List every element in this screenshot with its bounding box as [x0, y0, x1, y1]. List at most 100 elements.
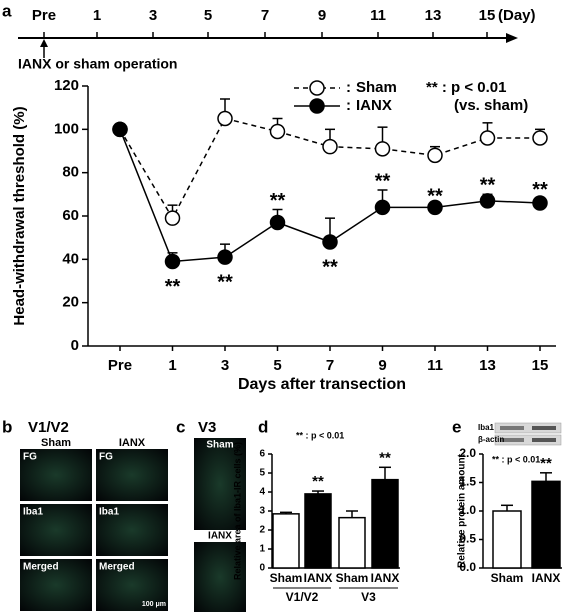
y-tick-label: 80: [62, 164, 79, 181]
row-label: FG: [23, 452, 37, 463]
note: ** : p < 0.01: [492, 454, 540, 464]
y-tick-label: 0: [71, 337, 79, 354]
blot: [494, 422, 562, 434]
blot: [494, 434, 562, 446]
y-tick-label: 60: [62, 207, 79, 224]
marker: [164, 210, 181, 226]
y-tick-label: 1.5: [459, 475, 476, 489]
legend-separator: :: [346, 97, 351, 114]
significance: **: [375, 170, 391, 192]
row-label: Iba1: [23, 507, 43, 518]
micrograph: [194, 438, 246, 530]
timeline-label: 11: [370, 7, 386, 24]
y-tick-label: 100: [54, 120, 79, 137]
timeline-label: 1: [93, 7, 101, 24]
significance: **: [427, 185, 443, 207]
significance: **: [540, 455, 552, 472]
legend-marker: [309, 80, 325, 96]
micrograph: [20, 504, 92, 556]
blot-label: β-actin: [478, 435, 504, 444]
bar: [338, 516, 366, 569]
y-tick-label: 1: [259, 544, 265, 555]
legend-label: Sham: [356, 79, 397, 96]
marker: [532, 130, 548, 146]
legend-marker: [309, 98, 325, 114]
x-tick-label: Sham: [270, 571, 303, 585]
timeline-label: 5: [204, 7, 212, 24]
timeline-label: 13: [425, 7, 442, 24]
y-tick-label: 120: [54, 77, 79, 94]
marker: [374, 141, 391, 157]
panel-label: a: [2, 1, 12, 20]
x-tick-label: 15: [532, 357, 549, 374]
bar: [272, 513, 300, 569]
panel-label: b: [2, 417, 12, 436]
event-arrowhead: [40, 39, 48, 47]
x-tick-label: Pre: [108, 357, 132, 374]
bar: [492, 510, 522, 569]
y-tick-label: 1.0: [459, 503, 476, 517]
timeline-unit: (Day): [498, 7, 536, 24]
x-tick-label: 7: [326, 357, 334, 374]
y-tick-label: 2.0: [459, 446, 476, 460]
y-tick-label: 4: [259, 487, 265, 498]
timeline-arrow: [506, 33, 518, 43]
x-tick-label: IANX: [304, 571, 333, 585]
y-tick-label: 5: [259, 468, 265, 479]
micrograph: [96, 449, 168, 501]
group-label: IANX: [208, 531, 232, 542]
significance: **: [379, 449, 391, 466]
row-label: Merged: [23, 562, 59, 573]
marker: [112, 121, 128, 138]
group-label: Sham: [206, 440, 233, 451]
bar: [304, 493, 332, 569]
marker: [427, 147, 443, 164]
y-tick-label: 2: [259, 525, 265, 536]
micrograph: [96, 504, 168, 556]
bar: [531, 480, 561, 569]
marker: [217, 249, 233, 265]
marker: [164, 253, 181, 270]
x-tick-label: 11: [427, 357, 443, 374]
panel-label: d: [258, 417, 268, 436]
significance: **: [322, 256, 338, 278]
event-label: IANX or sham operation: [18, 56, 177, 72]
micrograph: [20, 559, 92, 611]
significance: **: [480, 175, 496, 197]
micrograph: [194, 542, 246, 612]
blot-band: [532, 426, 556, 430]
bar: [371, 478, 399, 569]
y-tick-label: 0: [259, 563, 265, 574]
legend-separator: :: [346, 79, 351, 96]
timeline-label: 9: [318, 7, 326, 24]
marker: [269, 214, 286, 231]
y-tick-label: 0.5: [459, 532, 476, 546]
marker: [532, 195, 548, 211]
x-tick-label: 13: [479, 357, 496, 374]
column-label: Sham: [41, 437, 71, 449]
marker: [217, 110, 233, 127]
timeline-label: 7: [261, 7, 269, 24]
y-axis-label: Relative protein amount: [457, 453, 468, 568]
row-label: FG: [99, 452, 113, 463]
timeline-label: 3: [149, 7, 157, 24]
significance: **: [165, 276, 181, 298]
y-tick-label: 3: [259, 506, 265, 517]
x-tick-label: 1: [168, 357, 176, 374]
column-label: IANX: [119, 437, 146, 449]
marker: [374, 199, 391, 216]
marker: [269, 123, 286, 140]
group-label: V3: [361, 590, 376, 604]
marker: [479, 193, 496, 209]
significance: **: [312, 473, 324, 490]
marker: [479, 130, 496, 146]
y-tick-label: 20: [62, 294, 79, 311]
micrograph: [20, 449, 92, 501]
x-axis-label: Days after transection: [238, 376, 406, 393]
significance: **: [217, 271, 233, 293]
x-tick-label: Sham: [491, 571, 524, 585]
significance: **: [270, 190, 286, 212]
blot-label: Iba1: [478, 423, 495, 432]
timeline-label: Pre: [32, 7, 56, 24]
